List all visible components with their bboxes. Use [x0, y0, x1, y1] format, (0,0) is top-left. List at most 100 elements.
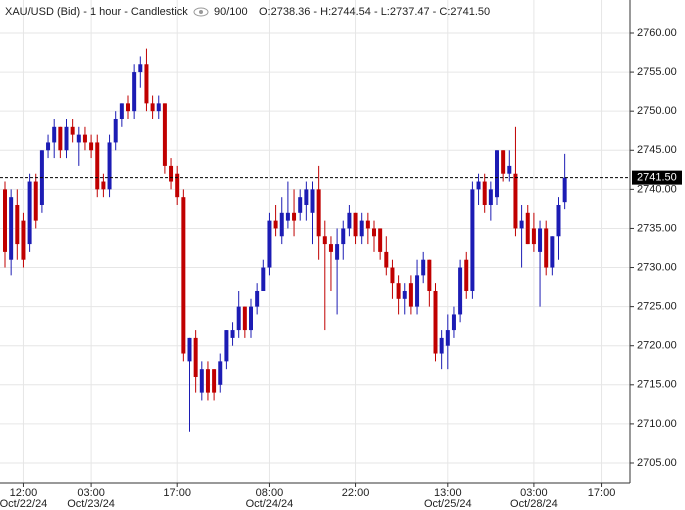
- candle-body: [138, 64, 143, 73]
- candle-body: [150, 103, 155, 112]
- candle-body: [46, 142, 51, 151]
- candle-body: [550, 236, 555, 268]
- y-tick-label: 2715.00: [637, 379, 677, 391]
- candle-body: [95, 142, 100, 190]
- candle-body: [396, 283, 401, 299]
- candle-body: [458, 267, 463, 315]
- candle-body: [304, 189, 309, 205]
- candle-body: [439, 337, 444, 354]
- x-date-label: Oct/24/24: [246, 498, 294, 510]
- candle-body: [156, 103, 161, 112]
- x-tick-label: 13:00: [434, 487, 462, 499]
- candle-body: [58, 126, 63, 151]
- candle-body: [495, 150, 499, 198]
- candle-body: [224, 330, 229, 362]
- candle-body: [27, 181, 32, 245]
- candle-body: [488, 189, 493, 205]
- x-date-label: Oct/23/24: [67, 498, 115, 510]
- y-tick-label: 2725.00: [637, 301, 677, 313]
- candle-body: [402, 290, 407, 299]
- candle-body: [230, 330, 235, 338]
- candle-body: [9, 197, 14, 260]
- y-tick-label: 2760.00: [637, 27, 677, 39]
- candle-body: [451, 314, 456, 331]
- candle-body: [464, 259, 469, 291]
- candle-body: [193, 337, 198, 377]
- candle-body: [162, 103, 167, 166]
- zoom-level: 90/100: [214, 6, 248, 18]
- candle-body: [415, 275, 420, 307]
- candle-body: [218, 361, 223, 385]
- candle-body: [408, 283, 413, 307]
- candle-body: [261, 267, 266, 291]
- y-tick-label: 2740.00: [637, 183, 677, 195]
- ohlc-readout: O:2738.36 - H:2744.54 - L:2737.47 - C:27…: [259, 6, 490, 18]
- candle-body: [476, 181, 481, 190]
- x-tick-label: 03:00: [77, 487, 105, 499]
- candle-body: [378, 228, 383, 252]
- candle-body: [285, 212, 290, 221]
- candle-body: [445, 330, 450, 346]
- candle-body: [310, 189, 315, 213]
- y-tick-label: 2730.00: [637, 261, 677, 273]
- y-tick-label: 2755.00: [637, 66, 677, 78]
- candle-body: [15, 204, 20, 245]
- candle-body: [335, 244, 340, 260]
- candle-body: [384, 251, 389, 268]
- candles: [3, 48, 567, 432]
- x-date-label: Oct/28/24: [510, 498, 558, 510]
- candle-body: [341, 228, 346, 245]
- candle-body: [279, 212, 284, 237]
- candle-body: [433, 290, 438, 354]
- candle-body: [255, 290, 260, 307]
- candle-body: [482, 181, 487, 205]
- candle-body: [101, 181, 106, 190]
- candle-body: [236, 306, 241, 331]
- candle-body: [292, 212, 297, 221]
- candle-body: [421, 259, 426, 276]
- candle-body: [372, 228, 376, 237]
- candle-body: [144, 64, 149, 104]
- y-tick-label: 2750.00: [637, 105, 677, 117]
- candle-body: [538, 228, 543, 252]
- candle-body: [132, 72, 137, 112]
- candle-body: [328, 244, 333, 252]
- candle-body: [507, 165, 512, 174]
- y-tick-label: 2745.00: [637, 144, 677, 156]
- y-tick-label: 2705.00: [637, 457, 677, 469]
- candle-body: [113, 118, 118, 143]
- candle-body: [544, 228, 549, 268]
- chart-title: XAU/USD (Bid) - 1 hour - Candlestick: [5, 6, 188, 18]
- y-tick-label: 2720.00: [637, 340, 677, 352]
- y-tick-label: 2710.00: [637, 418, 677, 430]
- candle-body: [531, 228, 536, 245]
- candle-body: [519, 220, 524, 229]
- candle-body: [242, 306, 247, 331]
- eye-icon[interactable]: [193, 7, 209, 17]
- y-tick-label: 2735.00: [637, 222, 677, 234]
- candle-body: [365, 220, 370, 229]
- last-price-box: [632, 170, 682, 185]
- candle-body: [82, 134, 87, 143]
- candle-body: [52, 126, 57, 143]
- candle-body: [556, 204, 561, 237]
- candle-body: [273, 220, 278, 229]
- last-price-label: 2741.50: [637, 172, 677, 184]
- candle-body: [119, 103, 124, 119]
- candle-body: [64, 126, 69, 151]
- candle-body: [199, 369, 204, 393]
- candle-body: [322, 236, 327, 245]
- candle-body: [501, 150, 506, 174]
- x-tick-label: 12:00: [10, 487, 38, 499]
- candle-body: [21, 220, 26, 260]
- x-date-label: Oct/22/24: [0, 498, 47, 510]
- candle-body: [427, 259, 432, 291]
- candle-body: [70, 126, 75, 135]
- x-tick-label: 17:00: [588, 487, 616, 499]
- candle-body: [470, 189, 475, 291]
- candle-body: [249, 306, 253, 331]
- candle-body: [267, 220, 272, 268]
